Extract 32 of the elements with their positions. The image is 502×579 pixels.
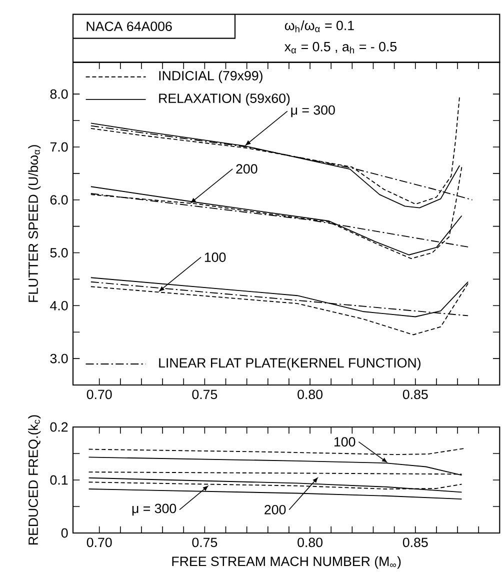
y-tick-label: 3.0 — [50, 354, 68, 364]
legend-label: RELAXATION (59x60) — [159, 93, 290, 106]
annotation: μ = 300 — [291, 105, 335, 118]
y-tick-label: 6.0 — [50, 195, 68, 205]
legend-label: LINEAR FLAT PLATE(KERNEL FUNCTION) — [159, 358, 420, 370]
legend-label: INDICIAL (79x99) — [159, 70, 262, 84]
text: ω$_{h}$/ω$_{α}$ = 0.1 — [284, 20, 354, 32]
x-tick-label: 0.75 — [192, 390, 218, 400]
annotation: 200 — [236, 164, 258, 174]
y-tick-label: 0.1 — [50, 475, 68, 485]
text: x$_{α}$ = 0.5 , a$_{h}$ = - 0.5 — [284, 42, 397, 54]
y-axis-title: REDUCED FREQ.(k$_{c}$) — [28, 415, 41, 545]
annotation: 200 — [264, 504, 286, 514]
x-tick-label: 0.70 — [86, 390, 112, 400]
y-tick-label: 8.0 — [50, 89, 68, 99]
y-tick-label: 7.0 — [50, 142, 68, 152]
y-tick-label: 0.2 — [50, 422, 68, 432]
x-tick-label: 0.85 — [402, 538, 428, 548]
y-tick-label: 0 — [61, 528, 68, 538]
x-tick-label: 0.80 — [298, 390, 322, 400]
x-axis-title: FREE STREAM MACH NUMBER (M$_{∞}$) — [172, 556, 401, 569]
chart-title: NACA 64A006 — [86, 22, 172, 32]
y-axis-title: FLUTTER SPEED (U/bω$_{α}$) — [28, 145, 41, 302]
y-tick-label: 4.0 — [50, 300, 68, 310]
annotation: μ = 300 — [132, 504, 176, 516]
x-tick-label: 0.75 — [192, 538, 218, 548]
x-tick-label: 0.70 — [86, 538, 112, 548]
x-tick-label: 0.85 — [402, 390, 428, 400]
y-tick-label: 5.0 — [50, 248, 68, 258]
annotation: 100 — [204, 252, 226, 262]
x-tick-label: 0.80 — [298, 538, 322, 548]
annotation: 100 — [334, 437, 356, 447]
